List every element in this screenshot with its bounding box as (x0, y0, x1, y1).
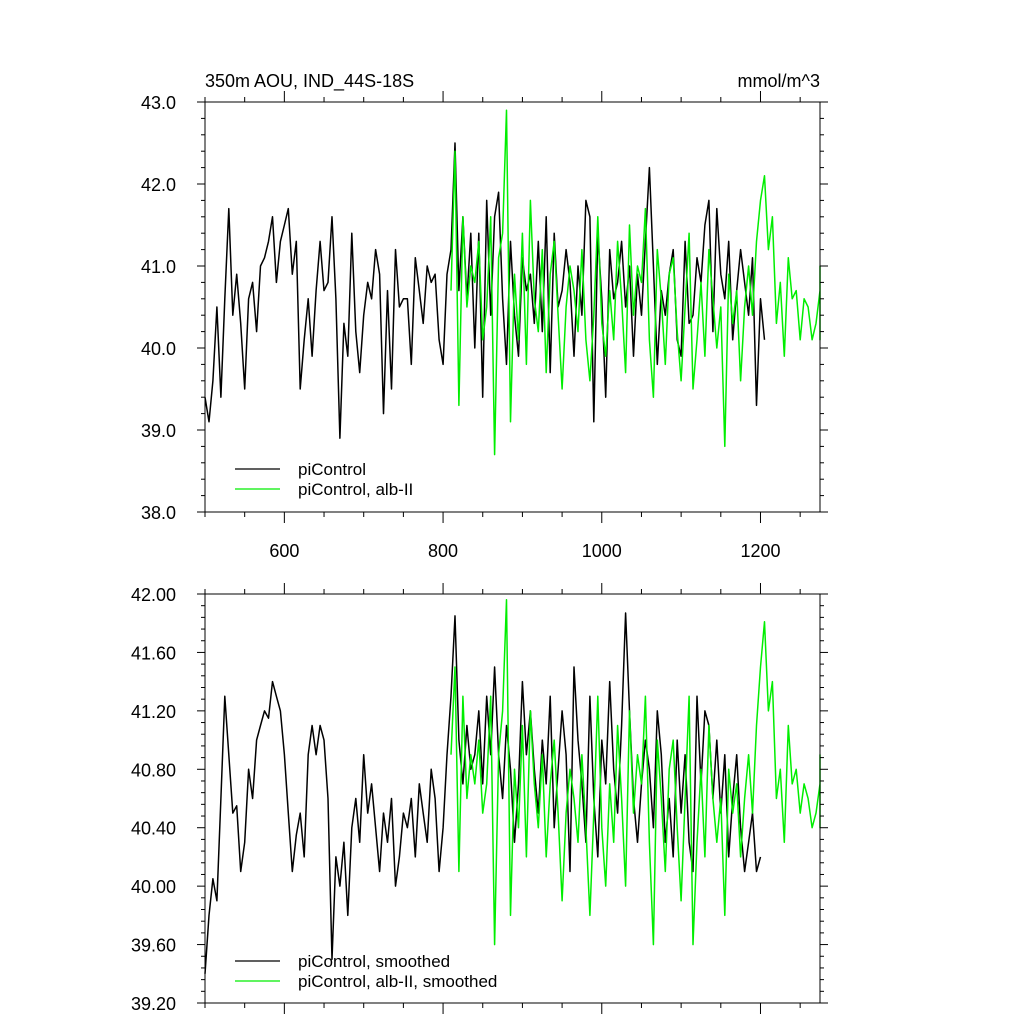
top-plot-frame (204, 101, 821, 513)
x-tick-label: 800 (428, 541, 458, 561)
y-tick-label: 39.60 (131, 936, 176, 956)
x-tick-label: 600 (269, 541, 299, 561)
y-tick-label: 41.0 (141, 257, 176, 277)
y-tick-label: 38.0 (141, 503, 176, 523)
legend-label-picontrol: piControl (298, 460, 366, 479)
bottom-panel: 39.20 39.60 40.00 40.40 40.80 41.20 41.60 42.00… (131, 583, 828, 1014)
bottom-legend: piControl, smoothed piControl, alb-II, s… (235, 952, 497, 991)
y-tick-label: 41.20 (131, 702, 176, 722)
y-tick-label: 40.40 (131, 819, 176, 839)
y-tick-label: 39.20 (131, 994, 176, 1014)
y-tick-label: 40.0 (141, 339, 176, 359)
top-axes: 38.0 39.0 40.0 41.0 42.0 43.0 600 800 1000 1200 (141, 91, 828, 561)
bottom-axes: 39.20 39.60 40.00 40.40 40.80 41.20 41.60 42.00 (131, 583, 828, 1014)
y-tick-label: 43.0 (141, 93, 176, 113)
legend-label-alb: piControl, alb-II (298, 480, 413, 499)
x-tick-label: 1000 (582, 541, 622, 561)
panel-title-left: 350m AOU, IND_44S-18S (205, 71, 414, 92)
top-series-layer (204, 109, 821, 456)
y-tick-label: 40.00 (131, 877, 176, 897)
x-tick-label: 1200 (740, 541, 780, 561)
series-line-1-1 (450, 599, 821, 946)
y-tick-label: 42.00 (131, 585, 176, 605)
legend-label-smoothed: piControl, smoothed (298, 952, 450, 971)
bottom-series-layer (204, 599, 821, 974)
series-line-1-0 (204, 612, 762, 974)
series-line-0-0 (204, 142, 766, 439)
top-panel: 350m AOU, IND_44S-18S mmol/m^3 38.0 39.0 4… (141, 71, 828, 561)
y-tick-label: 39.0 (141, 421, 176, 441)
y-tick-label: 41.60 (131, 643, 176, 663)
y-tick-label: 42.0 (141, 175, 176, 195)
legend-label-alb-smoothed: piControl, alb-II, smoothed (298, 972, 497, 991)
bottom-plot-frame (204, 593, 821, 1004)
panel-title-right: mmol/m^3 (738, 71, 820, 91)
series-line-0-1 (450, 109, 821, 456)
top-legend: piControl piControl, alb-II (235, 460, 413, 499)
y-tick-label: 40.80 (131, 760, 176, 780)
